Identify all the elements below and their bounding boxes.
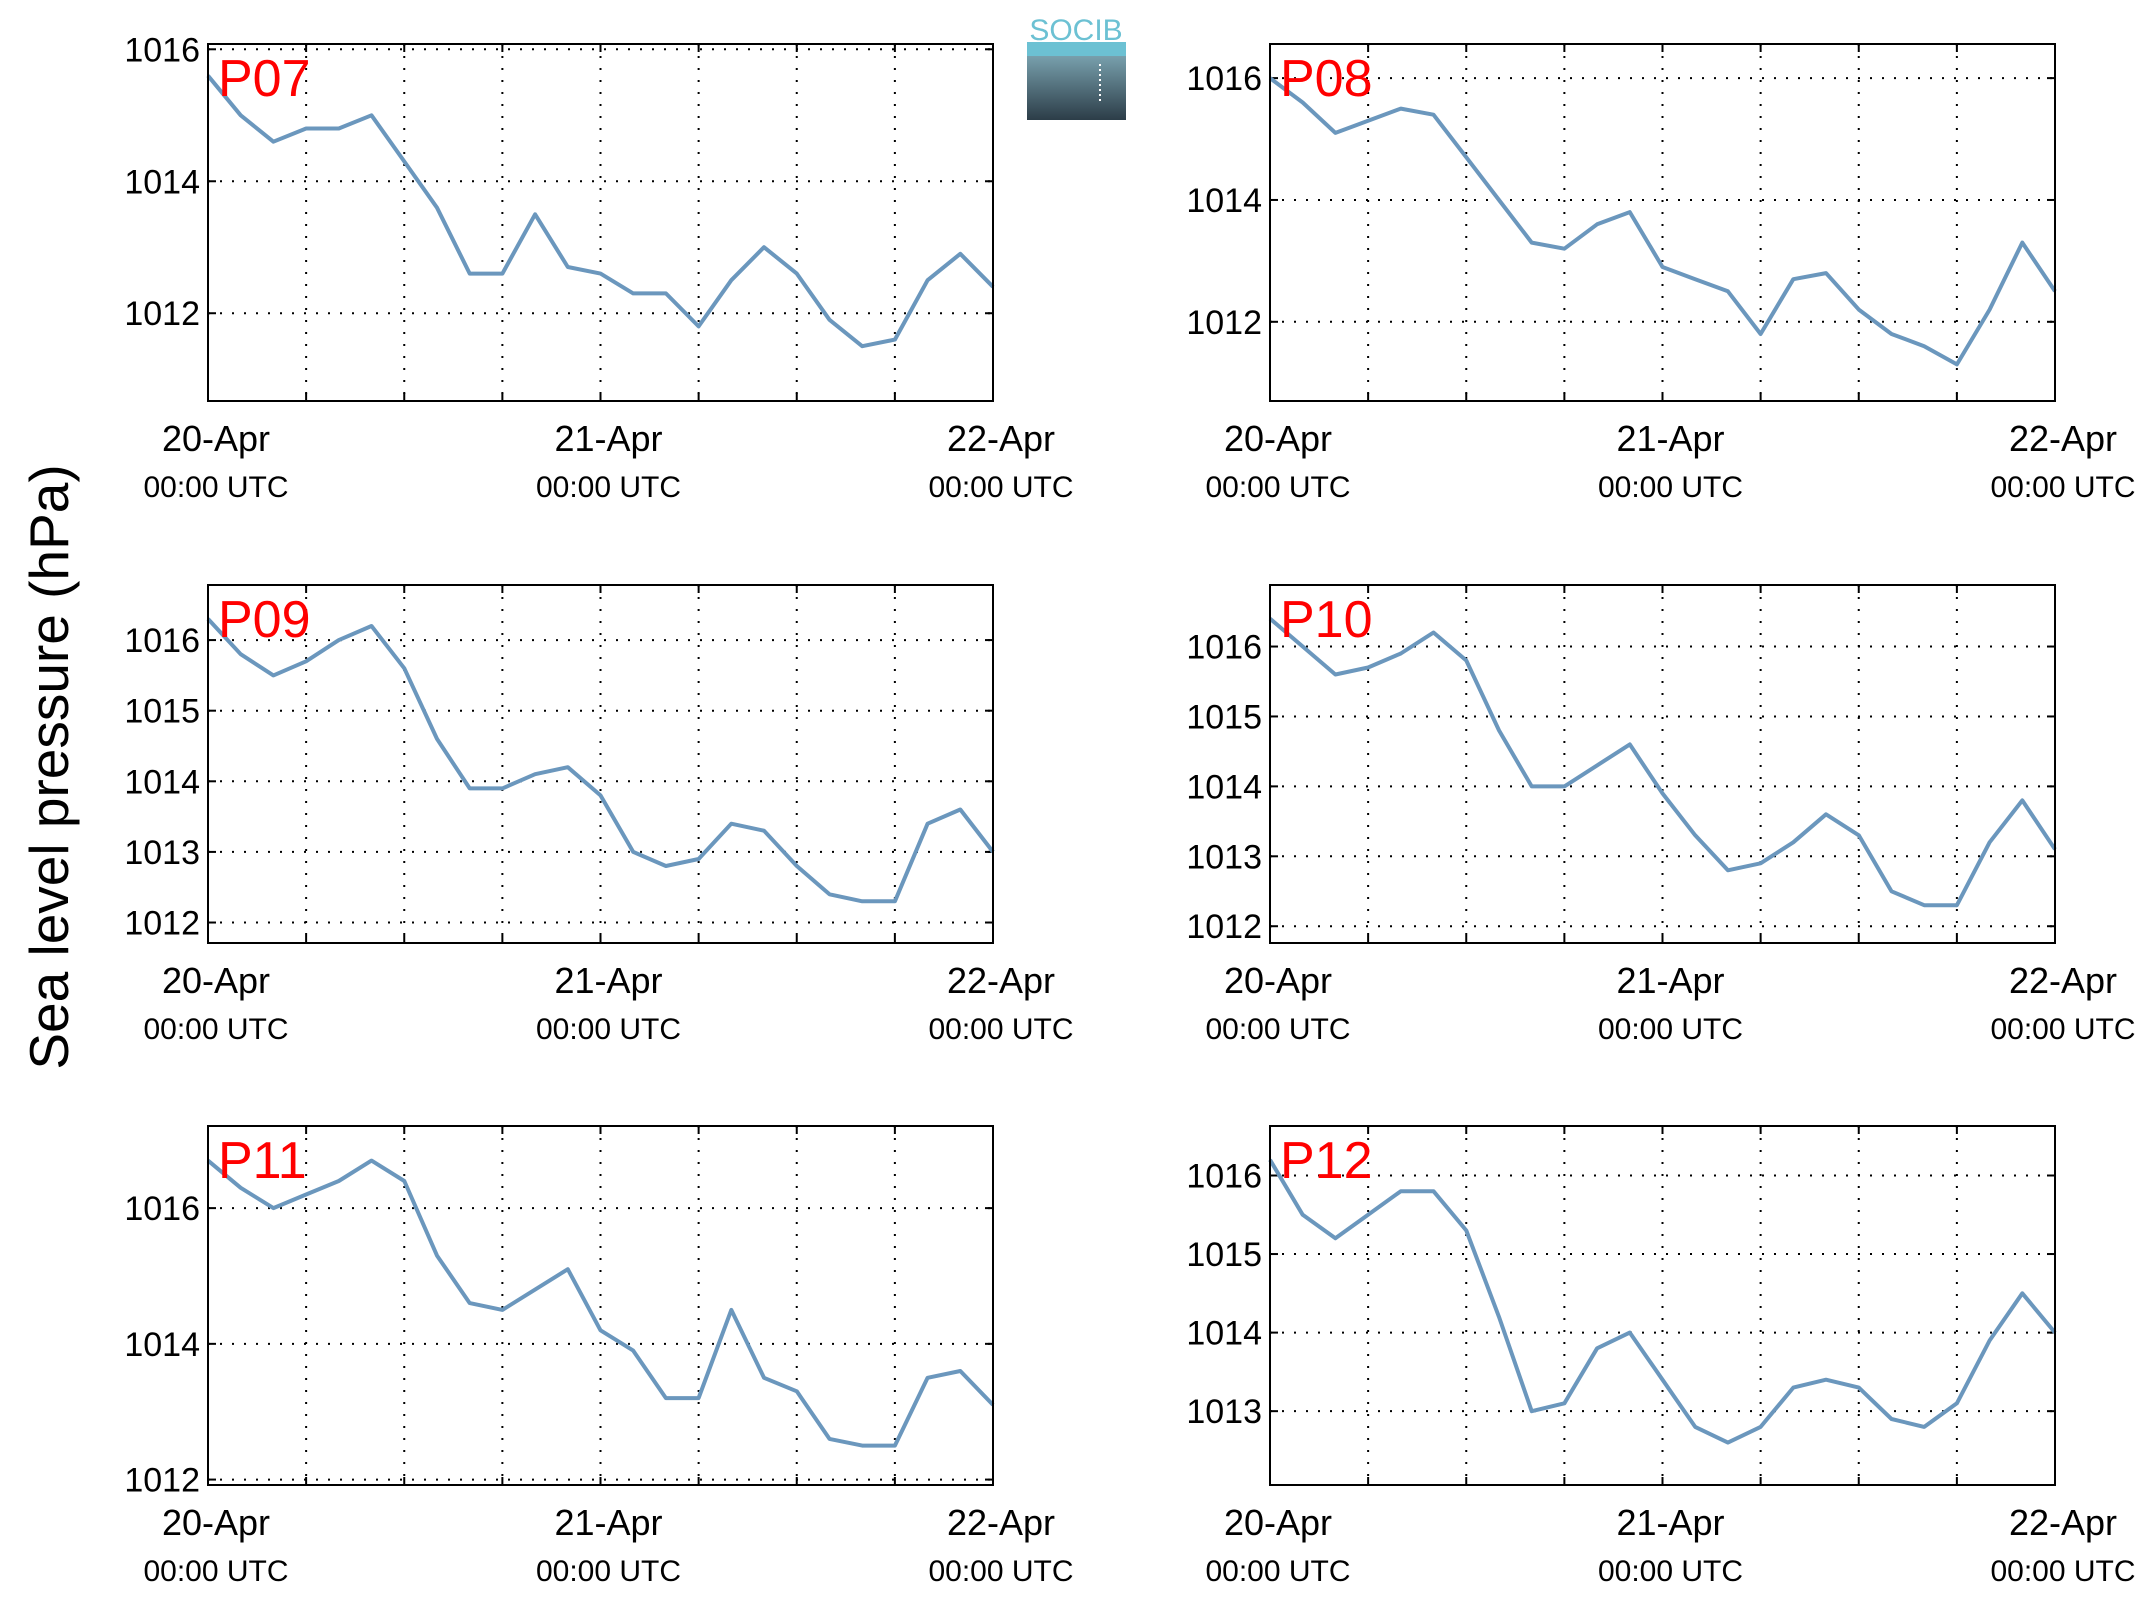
pressure-line bbox=[1268, 617, 2057, 908]
x-tick-label: 21-Apr bbox=[1616, 960, 1724, 1001]
x-tick-label: 22-Apr bbox=[947, 418, 1055, 459]
plot-frame bbox=[1269, 584, 2056, 944]
subplot: 1012 1013 1014 1015 1016 20-Apr 00:00 UTC 21-Ap… bbox=[1186, 584, 2136, 1046]
x-tick-label: 22-Apr bbox=[2009, 960, 2117, 1001]
x-tick-label: 22-Apr bbox=[947, 1502, 1055, 1543]
x-tick-sublabel: 00:00 UTC bbox=[1598, 471, 1743, 504]
y-tick-label: 1012 bbox=[124, 905, 200, 943]
plot-frame bbox=[207, 584, 994, 944]
y-tick-label: 1014 bbox=[1186, 768, 1262, 806]
y-tick-label: 1014 bbox=[124, 1326, 200, 1364]
x-tick-label: 21-Apr bbox=[1616, 1502, 1724, 1543]
x-tick-label: 20-Apr bbox=[1224, 418, 1332, 459]
x-tick-sublabel: 00:00 UTC bbox=[1205, 471, 1350, 504]
panel-label: P10 bbox=[1280, 591, 1373, 649]
x-tick-sublabel: 00:00 UTC bbox=[1205, 1555, 1350, 1588]
x-tick-label: 20-Apr bbox=[162, 960, 270, 1001]
pressure-line bbox=[1268, 76, 2057, 367]
y-tick-label: 1012 bbox=[124, 1462, 200, 1500]
y-tick-label: 1016 bbox=[124, 1190, 200, 1228]
x-tick-sublabel: 00:00 UTC bbox=[1990, 471, 2135, 504]
y-tick-label: 1016 bbox=[124, 31, 200, 69]
x-tick-label: 22-Apr bbox=[2009, 418, 2117, 459]
x-tick-sublabel: 00:00 UTC bbox=[928, 1013, 1073, 1046]
subplot: 1012 1013 1014 1015 1016 20-Apr 00:00 UTC 21-Ap… bbox=[124, 584, 1074, 1046]
y-tick-label: 1012 bbox=[1186, 908, 1262, 946]
x-tick-label: 22-Apr bbox=[947, 960, 1055, 1001]
x-tick-label: 20-Apr bbox=[1224, 1502, 1332, 1543]
logo-wave bbox=[1027, 42, 1126, 56]
plot-frame bbox=[1269, 43, 2056, 402]
y-axis-label: Sea level pressure (hPa) bbox=[18, 464, 80, 1069]
y-tick-label: 1016 bbox=[1186, 629, 1262, 667]
plot-frame bbox=[207, 43, 994, 402]
x-tick-label: 20-Apr bbox=[162, 1502, 270, 1543]
subplot: 1012 1014 1016 20-Apr 00:00 UTC 21-Apr 00:00 U… bbox=[1186, 43, 2136, 504]
x-tick-label: 20-Apr bbox=[162, 418, 270, 459]
x-tick-sublabel: 00:00 UTC bbox=[143, 471, 288, 504]
x-tick-sublabel: 00:00 UTC bbox=[1205, 1013, 1350, 1046]
pressure-line bbox=[206, 74, 995, 349]
y-tick-label: 1014 bbox=[1186, 1315, 1262, 1353]
x-tick-label: 21-Apr bbox=[554, 960, 662, 1001]
x-tick-label: 21-Apr bbox=[554, 1502, 662, 1543]
y-tick-label: 1012 bbox=[124, 295, 200, 333]
panel-label: P09 bbox=[218, 591, 311, 649]
logo-text: SOCIB bbox=[1029, 14, 1122, 47]
y-tick-label: 1014 bbox=[124, 763, 200, 801]
x-tick-sublabel: 00:00 UTC bbox=[143, 1013, 288, 1046]
plot-frame bbox=[1269, 1125, 2056, 1486]
x-tick-sublabel: 00:00 UTC bbox=[1598, 1013, 1743, 1046]
y-tick-label: 1014 bbox=[124, 163, 200, 201]
pressure-line bbox=[1268, 1158, 2057, 1445]
x-tick-label: 21-Apr bbox=[1616, 418, 1724, 459]
x-tick-sublabel: 00:00 UTC bbox=[928, 1555, 1073, 1588]
y-tick-label: 1013 bbox=[1186, 838, 1262, 876]
subplot: 1013 1014 1015 1016 20-Apr 00:00 UTC 21-Apr 00:… bbox=[1186, 1125, 2136, 1588]
x-tick-label: 21-Apr bbox=[554, 418, 662, 459]
x-tick-sublabel: 00:00 UTC bbox=[1990, 1013, 2135, 1046]
pressure-line bbox=[206, 1158, 995, 1448]
panel-label: P11 bbox=[218, 1132, 307, 1190]
subplot: 1012 1014 1016 20-Apr 00:00 UTC 21-Apr 00:00 U… bbox=[124, 1125, 1074, 1588]
x-tick-label: 20-Apr bbox=[1224, 960, 1332, 1001]
logo-block bbox=[1027, 50, 1126, 120]
y-tick-label: 1016 bbox=[124, 622, 200, 660]
panel-label: P08 bbox=[1280, 50, 1373, 108]
plot-frame bbox=[207, 1125, 994, 1486]
y-tick-label: 1016 bbox=[1186, 1157, 1262, 1195]
x-tick-sublabel: 00:00 UTC bbox=[536, 1013, 681, 1046]
subplot: 1012 1014 1016 20-Apr 00:00 UTC 21-Apr 00:00 U… bbox=[124, 31, 1073, 504]
y-tick-label: 1015 bbox=[1186, 1236, 1262, 1274]
x-tick-label: 22-Apr bbox=[2009, 1502, 2117, 1543]
x-tick-sublabel: 00:00 UTC bbox=[1990, 1555, 2135, 1588]
y-tick-label: 1012 bbox=[1186, 304, 1262, 342]
y-tick-label: 1014 bbox=[1186, 182, 1262, 220]
x-tick-sublabel: 00:00 UTC bbox=[928, 471, 1073, 504]
logo: SOCIB bbox=[1027, 14, 1126, 120]
y-tick-label: 1015 bbox=[124, 693, 200, 731]
x-tick-sublabel: 00:00 UTC bbox=[536, 1555, 681, 1588]
y-tick-label: 1015 bbox=[1186, 698, 1262, 736]
panel-label: P07 bbox=[218, 50, 311, 108]
x-tick-sublabel: 00:00 UTC bbox=[536, 471, 681, 504]
y-tick-label: 1013 bbox=[124, 834, 200, 872]
y-tick-label: 1013 bbox=[1186, 1393, 1262, 1431]
x-tick-sublabel: 00:00 UTC bbox=[1598, 1555, 1743, 1588]
y-tick-label: 1016 bbox=[1186, 60, 1262, 98]
pressure-line bbox=[206, 617, 995, 904]
x-tick-sublabel: 00:00 UTC bbox=[143, 1555, 288, 1588]
panel-label: P12 bbox=[1280, 1132, 1373, 1190]
